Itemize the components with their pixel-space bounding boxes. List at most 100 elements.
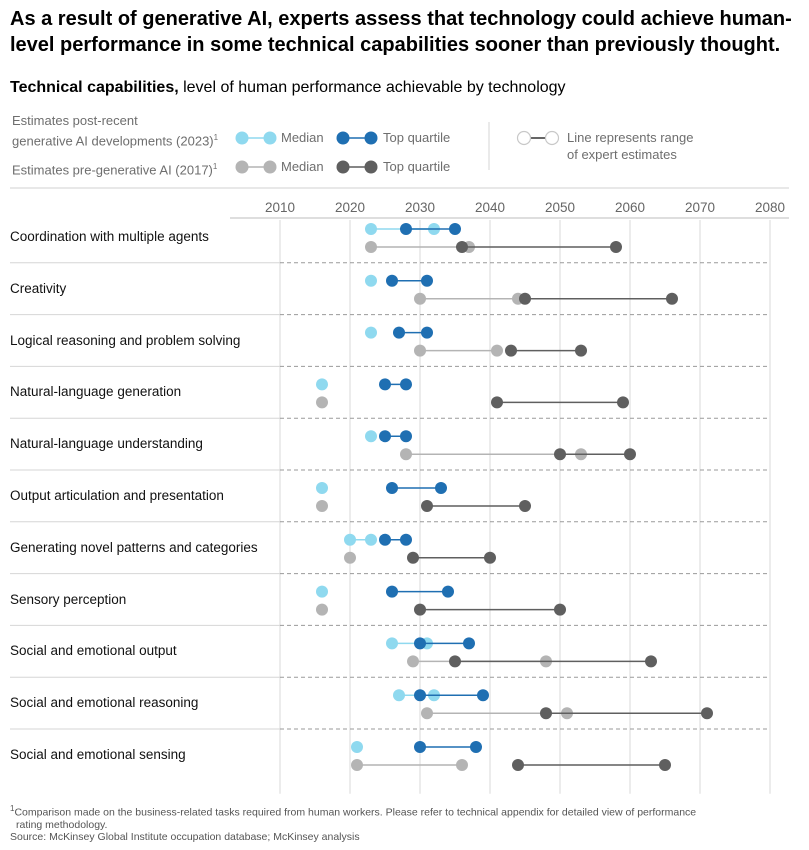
median-2017-point [351,759,363,771]
quartile-2017-point [484,551,496,564]
headline: As a result of generative AI, experts as… [10,8,792,56]
quartile-2023-point [421,326,433,339]
quartile-2023-point [477,689,489,702]
legend-pre-sup: 1 [212,162,218,171]
legend-median-2017-dot-b [263,160,277,174]
median-2017-point [400,448,412,461]
legend-pre-label-text: Estimates pre-generative AI (2017) [12,162,213,178]
median-2023-point [365,326,377,339]
quartile-2017-point [519,500,531,512]
footnote-line2: rating methodology. [16,818,108,831]
row-label: Output articulation and presentation [10,488,224,503]
row-label: Creativity [10,280,67,296]
quartile-2017-point [421,500,433,512]
quartile-2017-point [624,448,636,461]
median-2023-point [365,533,377,546]
quartile-2017-point [554,603,566,616]
footnote-sup: 1 [10,804,15,813]
quartile-2023-point [386,482,398,494]
legend-median-2023: Median [281,130,324,145]
median-2017-point [414,344,426,357]
quartile-2023-point [386,585,398,598]
quartile-2023-point [379,378,391,391]
quartile-2017-point [554,448,566,461]
footnote: 1Comparison made on the business-related… [10,803,770,843]
legend-quartile-2017-dot-b [364,160,378,174]
x-tick-label: 2080 [755,200,785,215]
legend-quartile-2023-dot-b [364,131,378,145]
legend-quartile-2017: Top quartile [383,159,451,174]
x-tick-label: 2010 [265,200,295,215]
median-2023-point [316,585,328,598]
median-2017-point [421,707,433,720]
median-2017-point [407,655,419,668]
quartile-2023-point [400,430,412,443]
x-tick-label: 2060 [615,200,645,215]
row-label: Logical reasoning and problem solving [10,332,241,348]
x-tick-label: 2070 [685,200,715,215]
quartile-2023-point [400,533,412,546]
quartile-2017-point [666,292,678,305]
median-2017-point [316,603,328,616]
median-2023-point [365,430,377,443]
legend-median-2017: Median [281,159,324,174]
row-label: Social and emotional sensing [10,747,186,762]
median-2023-point [365,274,377,287]
median-2017-point [456,759,468,771]
quartile-2017-point [540,707,552,720]
median-2017-point [414,292,426,305]
footnote-text: 1Comparison made on the business-related… [10,803,770,819]
quartile-2023-point [379,430,391,443]
x-tick-label: 2020 [335,200,365,215]
quartile-2017-point [610,241,622,253]
median-2017-point [365,241,377,253]
legend-quartile-2023-dot-a [336,131,350,145]
median-2017-point [316,500,328,512]
median-2023-point [386,637,398,650]
quartile-2023-point [442,585,454,598]
quartile-2017-point [512,759,524,771]
footnote-line1: Comparison made on the business-related … [14,806,697,819]
legend-quartile-2017-dot-a [336,160,350,174]
quartile-2023-point [449,223,461,235]
quartile-2017-point [505,344,517,357]
median-2017-point [491,344,503,357]
quartile-2023-point [421,274,433,287]
median-2023-point [344,533,356,546]
quartile-2017-point [519,292,531,305]
quartile-2023-point [379,533,391,546]
quartile-2017-point [659,759,671,771]
row-label: Social and emotional output [10,643,177,659]
quartile-2023-point [414,637,426,650]
legend-post-line2-text: generative AI developments (2023) [12,133,214,149]
quartile-2017-point [407,551,419,564]
median-2023-point [316,482,328,494]
legend-range-dot-b [544,130,560,146]
median-2023-point [316,378,328,391]
legend-median-2017-dot-a [235,160,249,174]
quartile-2023-point [386,274,398,287]
quartile-2017-point [645,655,657,668]
quartile-2023-point [470,741,482,753]
legend-median-2023-dot-a [235,131,249,145]
legend-post-line2: generative AI developments (2023)1 [12,129,218,149]
row-label: Social and emotional reasoning [10,695,199,711]
legend-post-line1: Estimates post-recent [12,113,138,128]
quartile-2023-point [400,223,412,235]
median-2023-point [365,223,377,235]
x-tick-label: 2030 [405,200,435,215]
chart-subtitle: Technical capabilities, level of human p… [10,79,566,97]
legend-range-dot-a [516,130,532,146]
quartile-2023-point [393,326,405,339]
quartile-2023-point [414,689,426,702]
quartile-2023-point [400,378,412,391]
row-label: Generating novel patterns and categories [10,539,258,555]
legend-graphics [10,122,789,189]
row-label: Coordination with multiple agents [10,229,209,244]
legend-pre-label: Estimates pre-generative AI (2017)1 [12,158,217,178]
subtitle-bold: Technical capabilities, [10,79,179,96]
quartile-2017-point [414,603,426,616]
legend-post-sup: 1 [213,133,219,142]
source-line: Source: McKinsey Global Institute occupa… [10,830,360,843]
median-2017-point [344,551,356,564]
